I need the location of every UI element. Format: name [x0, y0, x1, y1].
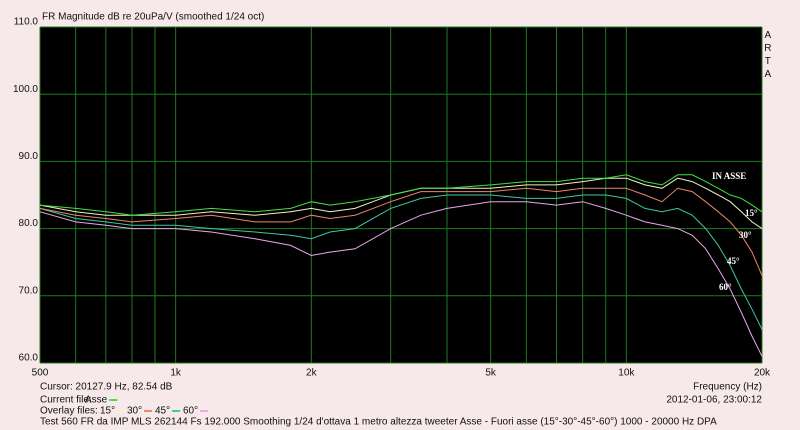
- curve-annotation: 30°: [739, 230, 752, 240]
- overlay-files-label: Overlay files:: [40, 406, 98, 417]
- x-tick-label: 5k: [485, 368, 497, 379]
- timestamp: 2012-01-06, 23:00:12: [666, 395, 762, 406]
- legend-label: 45°: [155, 406, 170, 417]
- footer: Test 560 FR da IMP MLS 262144 Fs 192.000…: [40, 417, 717, 428]
- series-line: [39, 177, 763, 230]
- curve-annotation: 60°: [719, 282, 732, 292]
- x-tick-label: 10k: [618, 368, 635, 379]
- curve-annotation: IN ASSE: [712, 171, 746, 181]
- x-axis-label: Frequency (Hz): [693, 382, 762, 393]
- series-line: [39, 187, 763, 276]
- series-line: [39, 174, 763, 216]
- brand: ARTA: [762, 30, 773, 82]
- x-tick-label: 20k: [754, 368, 771, 379]
- legend-label: Asse: [85, 395, 108, 406]
- x-tick-label: 2k: [306, 368, 318, 379]
- series-line: [39, 201, 763, 357]
- plot-area: [40, 27, 762, 363]
- y-tick-label: 60.0: [19, 353, 39, 364]
- y-tick-label: 80.0: [19, 218, 39, 229]
- x-tick-label: 1k: [170, 368, 182, 379]
- current-file-label: Current file:: [40, 395, 92, 406]
- legend-label: 60°: [183, 406, 198, 417]
- x-tick-label: 500: [32, 368, 49, 379]
- y-tick-label: 100.0: [13, 84, 38, 95]
- cursor-readout: Cursor: 20127.9 Hz, 82.54 dB: [40, 382, 173, 393]
- y-tick-label: 70.0: [19, 285, 39, 296]
- curve-annotation: 15°: [745, 208, 758, 218]
- legend-label: 30°: [127, 406, 142, 417]
- curve-annotation: 45°: [727, 256, 740, 266]
- chart-title: FR Magnitude dB re 20uPa/V (smoothed 1/2…: [42, 12, 264, 23]
- y-tick-label: 90.0: [19, 151, 39, 162]
- y-tick-label: 110.0: [14, 17, 39, 28]
- legend-label: 15°: [100, 406, 115, 417]
- series-line: [39, 194, 763, 330]
